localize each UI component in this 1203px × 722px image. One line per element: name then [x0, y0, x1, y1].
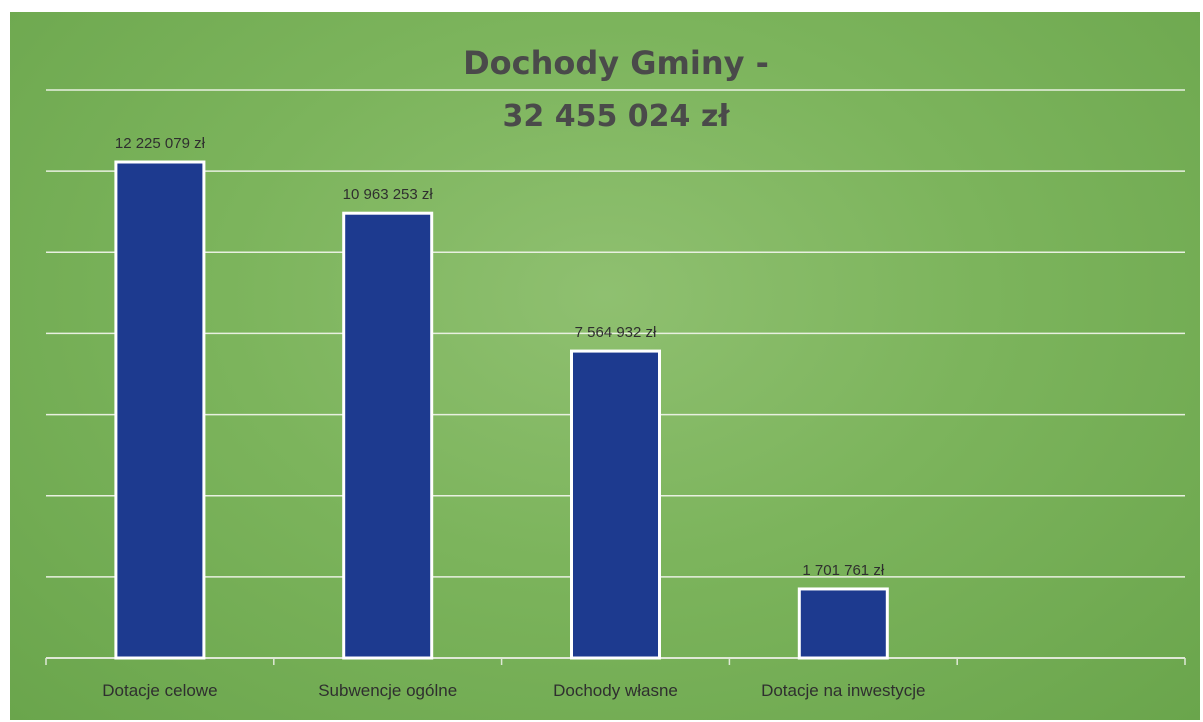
category-label-2: Dochody własne — [553, 681, 678, 700]
data-label-0: 12 225 079 zł — [115, 135, 206, 152]
category-label-0: Dotacje celowe — [102, 681, 217, 700]
bar-2 — [570, 349, 661, 660]
chart-subtitle: 32 455 024 zł — [503, 99, 731, 134]
data-label-3: 1 701 761 zł — [802, 562, 884, 579]
chart-title: Dochody Gminy - — [463, 44, 769, 82]
category-label-1: Subwencje ogólne — [318, 681, 457, 700]
data-label-2: 7 564 932 zł — [575, 324, 657, 341]
bar-3 — [797, 587, 889, 660]
category-labels: Dotacje celowe Subwencje ogólne Dochody wł… — [102, 681, 925, 700]
data-label-1: 10 963 253 zł — [343, 186, 434, 203]
category-label-3: Dotacje na inwestycje — [761, 681, 925, 700]
bars — [114, 160, 889, 660]
bar-0 — [114, 160, 206, 660]
data-labels: 12 225 079 zł 10 963 253 zł 7 564 932 zł 1 … — [115, 135, 885, 579]
bar-1 — [342, 211, 434, 660]
